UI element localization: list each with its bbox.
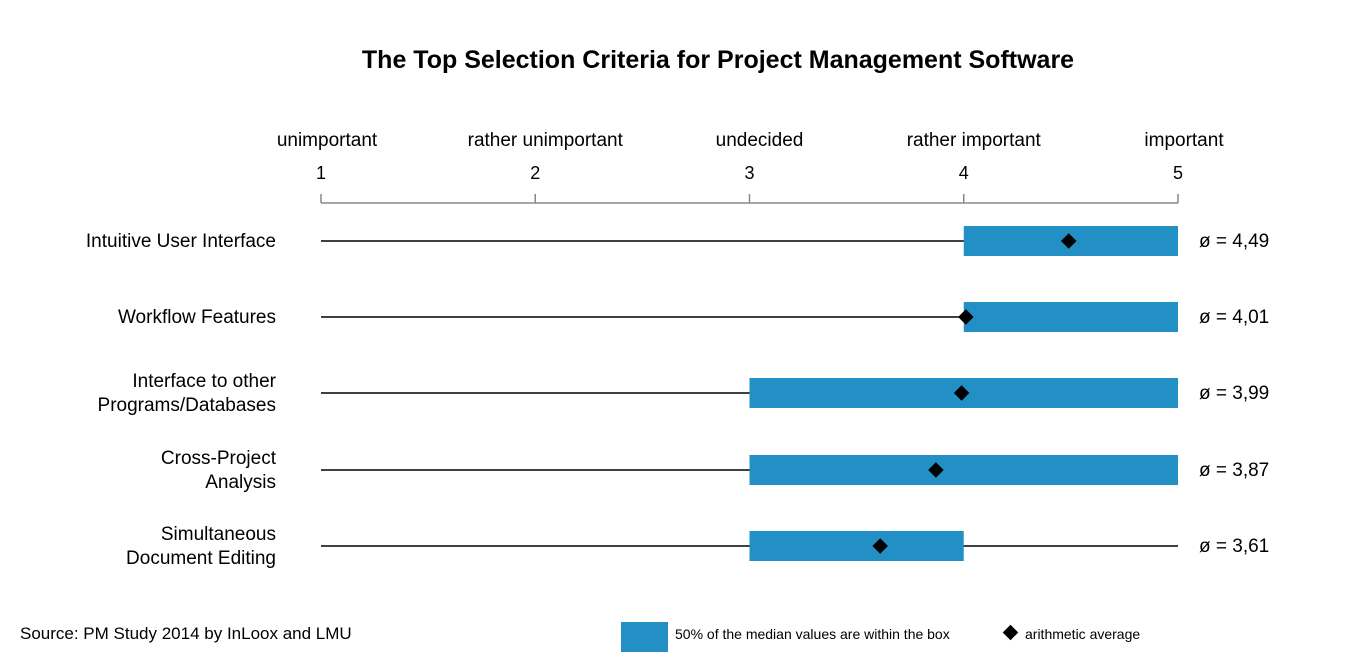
mean-label: ø = 4,49 xyxy=(1199,231,1269,252)
plot-row: Cross-Project Analysis ø = 3,87 xyxy=(161,448,1269,493)
category-label: Analysis xyxy=(205,472,276,493)
plot-row: Interface to other Programs/Databases ø = … xyxy=(98,371,1270,416)
mean-label: ø = 3,61 xyxy=(1199,536,1269,557)
scale-label: undecided xyxy=(716,130,804,151)
category-label: Programs/Databases xyxy=(98,395,276,416)
plot-rows: Intuitive User Interface ø = 4,49 Workflow… xyxy=(86,226,1269,569)
legend-box-label: 50% of the median values are within the … xyxy=(675,626,950,642)
scale-label: rather important xyxy=(907,130,1042,151)
category-label: Simultaneous xyxy=(161,524,276,545)
plot-row: Intuitive User Interface ø = 4,49 xyxy=(86,226,1269,256)
scale-label: rather unimportant xyxy=(468,130,624,151)
tick-label: 4 xyxy=(959,163,969,183)
box xyxy=(749,455,1178,485)
mean-label: ø = 3,99 xyxy=(1199,383,1269,404)
legend-mean-marker xyxy=(1002,624,1019,641)
legend-box-swatch xyxy=(621,622,668,652)
mean-marker xyxy=(1060,233,1077,249)
tick-label: 5 xyxy=(1173,163,1183,183)
mean-marker xyxy=(872,538,888,554)
mean-label: ø = 4,01 xyxy=(1199,307,1269,328)
category-label: Cross-Project xyxy=(161,448,277,469)
category-label: Interface to other xyxy=(132,371,276,392)
scale-label: important xyxy=(1144,130,1224,151)
box xyxy=(749,531,964,561)
category-label: Workflow Features xyxy=(118,307,276,328)
box xyxy=(963,302,1178,332)
source-note: Source: PM Study 2014 by InLoox and LMU xyxy=(20,624,352,643)
legend: 50% of the median values are within the … xyxy=(621,622,1140,652)
tick-label: 1 xyxy=(316,163,326,183)
scale-label: unimportant xyxy=(277,130,378,151)
category-label: Document Editing xyxy=(126,548,276,569)
tick-label: 3 xyxy=(744,163,754,183)
plot-row: Workflow Features ø = 4,01 xyxy=(118,302,1269,332)
category-label: Intuitive User Interface xyxy=(86,231,276,252)
plot-row: Simultaneous Document Editing ø = 3,61 xyxy=(126,524,1269,569)
tick-label: 2 xyxy=(530,163,540,183)
scale-axis: 1 unimportant 2 rather unimportant 3 undecide… xyxy=(277,130,1224,204)
mean-label: ø = 3,87 xyxy=(1199,460,1269,481)
legend-mean-label: arithmetic average xyxy=(1025,626,1140,642)
chart-title: The Top Selection Criteria for Project M… xyxy=(362,46,1074,74)
